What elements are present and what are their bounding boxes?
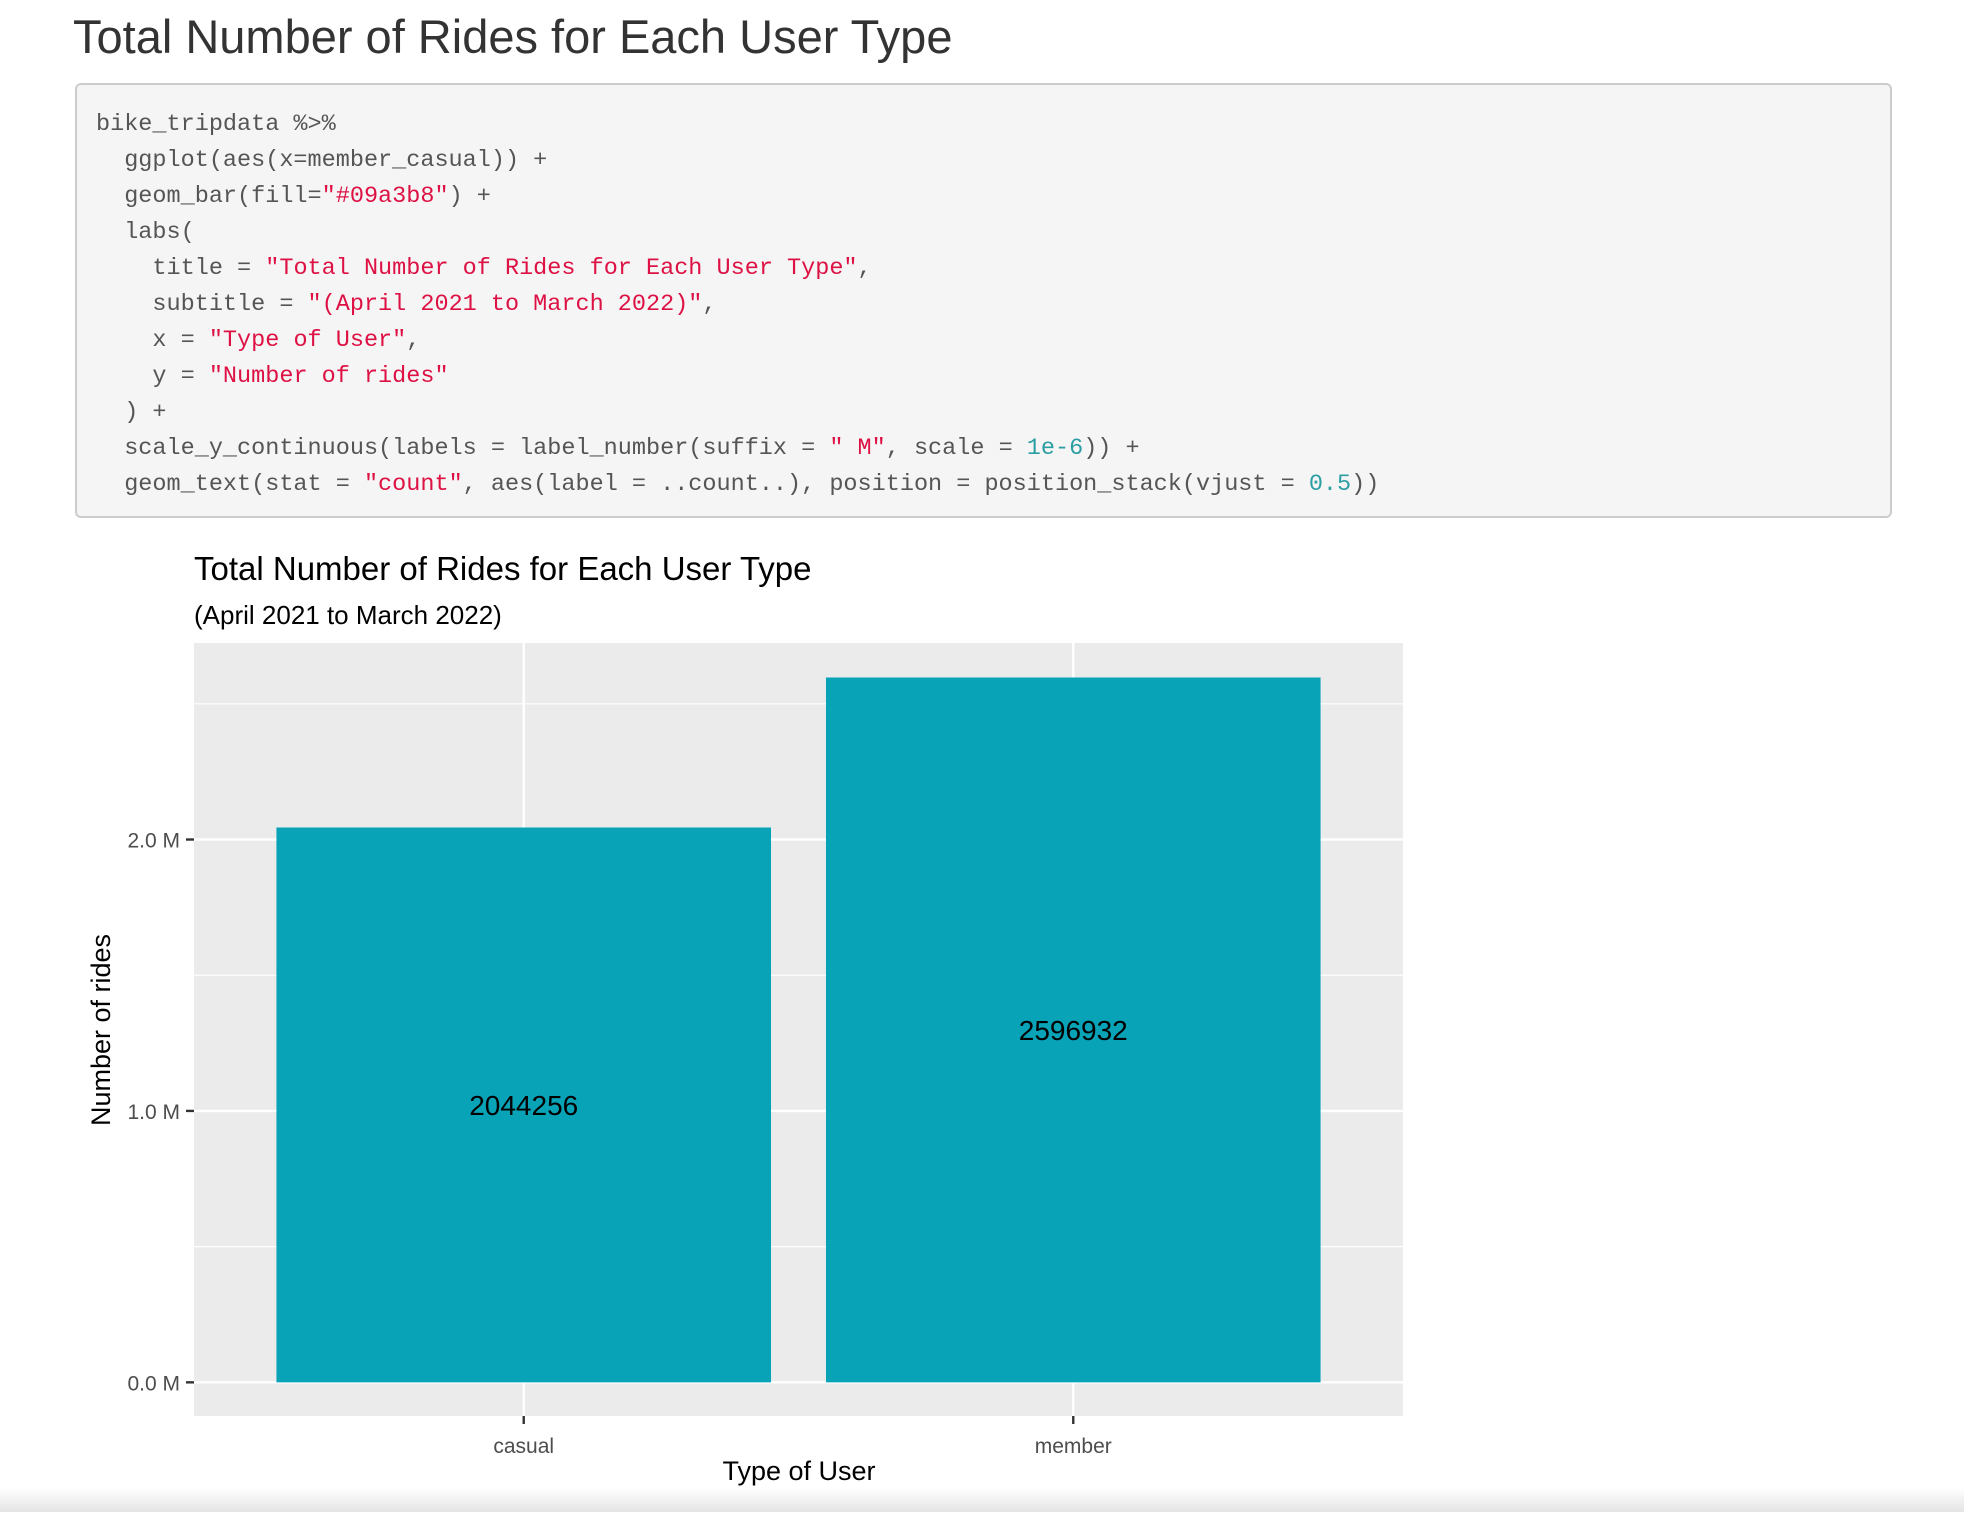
code-text: y = — [96, 363, 209, 390]
x-axis-title: Type of User — [722, 1456, 875, 1486]
chart-subtitle: (April 2021 to March 2022) — [194, 600, 502, 630]
code-text: ) + — [448, 183, 491, 210]
code-line: labs( — [96, 215, 1871, 251]
code-text: ) + — [96, 399, 167, 426]
r-code-block[interactable]: bike_tripdata %>% ggplot(aes(x=member_ca… — [75, 83, 1892, 518]
code-text: labs( — [96, 219, 195, 246]
code-text: ggplot(aes(x=member_casual)) + — [96, 147, 548, 174]
code-text: geom_bar(fill= — [96, 183, 322, 210]
x-tick-label: member — [1035, 1435, 1112, 1458]
code-text: , — [702, 291, 717, 318]
code-line: ggplot(aes(x=member_casual)) + — [96, 143, 1871, 179]
code-line: x = "Type of User", — [96, 323, 1871, 359]
page-title: Total Number of Rides for Each User Type — [73, 10, 953, 63]
y-tick-label: 0.0 M — [127, 1372, 180, 1395]
y-tick-label: 1.0 M — [127, 1101, 180, 1124]
code-text: , — [406, 327, 421, 354]
code-number: 1e-6 — [1026, 435, 1084, 462]
bottom-fade — [0, 1488, 1964, 1512]
code-text: scale_y_continuous(labels = label_number… — [96, 435, 830, 462]
code-text: , scale = — [885, 435, 1027, 462]
y-axis-title: Number of rides — [86, 934, 116, 1126]
code-text: bike_tripdata %>% — [96, 111, 336, 138]
bar-value-label: 2596932 — [1019, 1015, 1128, 1046]
code-string: "#09a3b8" — [321, 183, 449, 210]
code-text: subtitle = — [96, 291, 308, 318]
chart-title: Total Number of Rides for Each User Type — [194, 550, 812, 587]
code-line: geom_bar(fill="#09a3b8") + — [96, 179, 1871, 215]
bar-casual — [276, 827, 772, 1383]
code-line: subtitle = "(April 2021 to March 2022)", — [96, 287, 1871, 323]
code-line: scale_y_continuous(labels = label_number… — [96, 431, 1871, 467]
code-line: title = "Total Number of Rides for Each … — [96, 251, 1871, 287]
y-tick-label: 2.0 M — [127, 830, 180, 853]
code-line: geom_text(stat = "count", aes(label = ..… — [96, 467, 1871, 503]
code-line: bike_tripdata %>% — [96, 107, 1871, 143]
code-string: "Number of rides" — [208, 363, 449, 390]
code-string: "(April 2021 to March 2022)" — [307, 291, 703, 318]
code-text: , — [857, 255, 872, 282]
code-number: 0.5 — [1308, 471, 1352, 498]
code-line: ) + — [96, 395, 1871, 431]
r-code: bike_tripdata %>% ggplot(aes(x=member_ca… — [96, 107, 1871, 503]
plot-panel: 2044256 2596932 0.0 M 1.0 M 2.0 M casual membe… — [127, 643, 1403, 1458]
code-text: x = — [96, 327, 209, 354]
bar-member — [825, 677, 1321, 1383]
x-tick-label: casual — [493, 1435, 554, 1458]
bar-value-label: 2044256 — [469, 1090, 578, 1121]
code-string: "Type of User" — [208, 327, 407, 354]
code-string: "count" — [363, 471, 463, 498]
code-text: geom_text(stat = — [96, 471, 364, 498]
code-text: title = — [96, 255, 266, 282]
code-line: y = "Number of rides" — [96, 359, 1871, 395]
code-string: " M" — [829, 435, 886, 462]
code-text: )) + — [1083, 435, 1140, 462]
code-text: )) — [1351, 471, 1380, 498]
code-string: "Total Number of Rides for Each User Typ… — [265, 255, 858, 282]
code-text: , aes(label = ..count..), position = pos… — [462, 471, 1309, 498]
